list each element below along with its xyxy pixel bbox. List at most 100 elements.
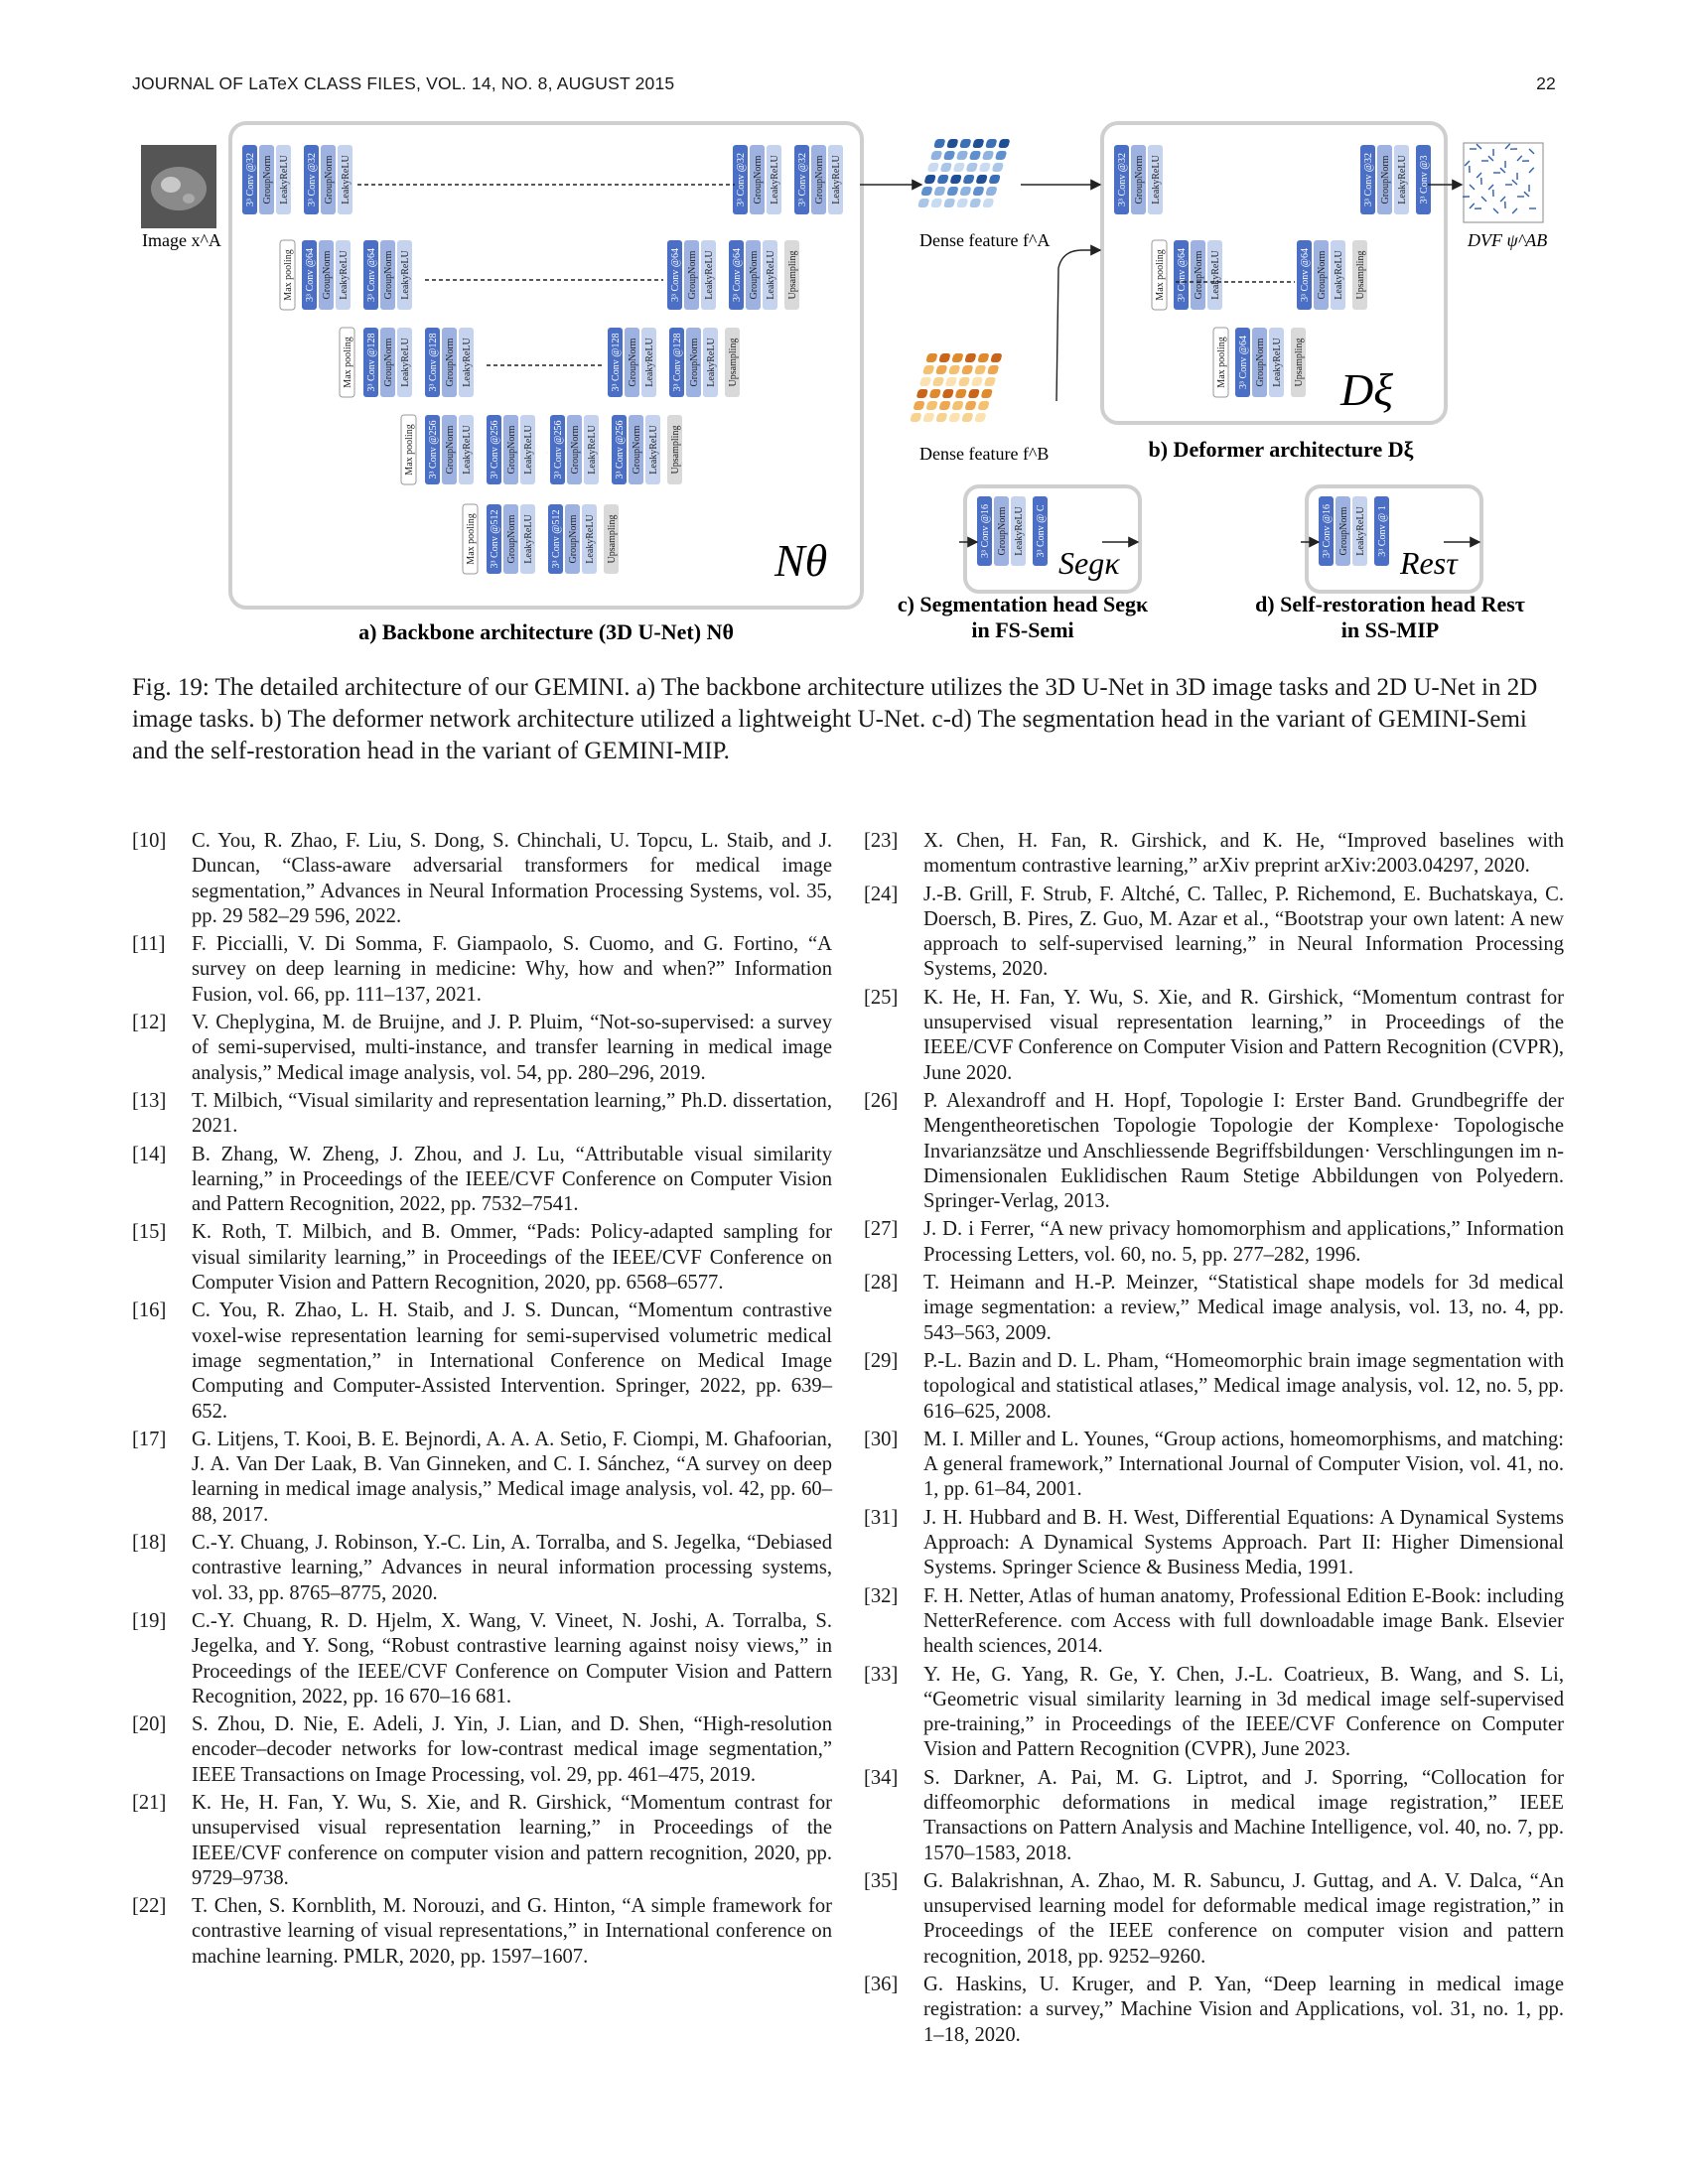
reference-item: [33] Y. He, G. Yang, R. Ge, Y. Chen, J.-L… <box>864 1663 1564 1763</box>
reference-item: [22] T. Chen, S. Kornblith, M. Norouzi, a… <box>132 1894 832 1970</box>
svg-text:LeakyReLU: LeakyReLU <box>831 155 842 205</box>
reference-number: [11] <box>132 933 166 956</box>
layer-block-gn: GroupNorm <box>380 240 395 310</box>
reference-item: [15] K. Roth, T. Milbich, and B. Ommer, “… <box>132 1220 832 1296</box>
reference-number: [36] <box>864 1974 899 1996</box>
svg-text:3³ Conv @256: 3³ Conv @256 <box>428 421 439 479</box>
layer-block-gn: GroupNorm <box>629 415 643 484</box>
layer-block-pool: Max pooling <box>339 327 355 398</box>
layer-block-gn: GroupNorm <box>625 328 639 397</box>
layer-block-conv: 3³ Conv @512 <box>548 504 563 574</box>
svg-text:GroupNorm: GroupNorm <box>1380 155 1391 204</box>
svg-text:Max pooling: Max pooling <box>343 337 353 387</box>
label-d-sub: in SS-MIP <box>1341 617 1439 642</box>
layer-block-relu: LeakyReLU <box>828 145 843 214</box>
layer-block-up: Upsampling <box>725 328 740 397</box>
reference-item: [20] S. Zhou, D. Nie, E. Adeli, J. Yin, J… <box>132 1712 832 1788</box>
layer-block-gn: GroupNorm <box>994 496 1009 566</box>
svg-text:GroupNorm: GroupNorm <box>749 250 760 299</box>
svg-text:3³ Conv @64: 3³ Conv @64 <box>366 248 377 302</box>
svg-text:3³ Conv @32: 3³ Conv @32 <box>797 153 808 206</box>
reference-number: [29] <box>864 1349 899 1372</box>
layer-block-gn: GroupNorm <box>319 240 334 310</box>
layer-block-conv: 3³ Conv @128 <box>363 328 378 397</box>
reference-number: [26] <box>864 1089 899 1112</box>
layer-block-gn: GroupNorm <box>503 504 518 574</box>
reference-number: [18] <box>132 1532 167 1555</box>
reference-item: [35] G. Balakrishnan, A. Zhao, M. R. Sabu… <box>864 1869 1564 1970</box>
layer-block-relu: LeakyReLU <box>701 240 716 310</box>
reference-text: P. Alexandroff and H. Hopf, Topologie I:… <box>923 1089 1564 1213</box>
layer-block-conv: 3³ Conv @256 <box>550 415 565 484</box>
svg-text:LeakyReLU: LeakyReLU <box>279 155 290 205</box>
layer-block-gn: GroupNorm <box>1377 145 1392 214</box>
svg-text:LeakyReLU: LeakyReLU <box>1151 155 1162 205</box>
reference-item: [26] P. Alexandroff and H. Hopf, Topologi… <box>864 1089 1564 1214</box>
reference-text: J. H. Hubbard and B. H. West, Differenti… <box>923 1506 1564 1579</box>
layer-block-conv: 3³ Conv @64 <box>729 240 744 310</box>
reference-number: [24] <box>864 883 899 905</box>
svg-text:3³ Conv @128: 3³ Conv @128 <box>672 334 683 392</box>
reference-number: [12] <box>132 1012 167 1034</box>
layer-block-pool: Max pooling <box>279 239 296 311</box>
label-a: a) Backbone architecture (3D U-Net) Nθ <box>358 619 734 644</box>
reference-item: [29] P.-L. Bazin and D. L. Pham, “Homeomo… <box>864 1349 1564 1425</box>
svg-text:Upsampling: Upsampling <box>787 251 798 300</box>
reference-text: X. Chen, H. Fan, R. Girshick, and K. He,… <box>923 830 1564 878</box>
layer-block-relu: LeakyReLU <box>1352 496 1367 566</box>
reference-number: [14] <box>132 1143 167 1165</box>
layer-block-conv: 3³ Conv @256 <box>425 415 440 484</box>
svg-text:3³ Conv @128: 3³ Conv @128 <box>611 334 622 392</box>
svg-text:Max pooling: Max pooling <box>1155 249 1166 300</box>
reference-item: [34] S. Darkner, A. Pai, M. G. Liptrot, a… <box>864 1766 1564 1866</box>
layer-block-gn: GroupNorm <box>1336 496 1350 566</box>
layer-block-gn: GroupNorm <box>746 240 761 310</box>
reference-text: K. He, H. Fan, Y. Wu, S. Xie, and R. Gir… <box>923 986 1564 1084</box>
reference-text: M. I. Miller and L. Younes, “Group actio… <box>923 1428 1564 1501</box>
svg-text:Max pooling: Max pooling <box>466 513 477 564</box>
layer-block-conv: 3³ Conv @64 <box>1235 328 1250 397</box>
layer-block-relu: LeakyReLU <box>276 145 291 214</box>
reference-item: [14] B. Zhang, W. Zheng, J. Zhou, and J. … <box>132 1143 832 1218</box>
reference-number: [32] <box>864 1584 899 1607</box>
layer-block-conv: 3³ Conv @16 <box>1319 496 1334 566</box>
svg-text:3³ Conv @32: 3³ Conv @32 <box>245 153 256 206</box>
svg-text:Max pooling: Max pooling <box>283 249 294 300</box>
svg-text:GroupNorm: GroupNorm <box>322 250 333 299</box>
layer-block-relu: LeakyReLU <box>459 328 474 397</box>
svg-text:GroupNorm: GroupNorm <box>1255 338 1266 386</box>
svg-text:3³ Conv @128: 3³ Conv @128 <box>366 334 377 392</box>
layer-block-conv: 3³ Conv @128 <box>669 328 684 397</box>
svg-text:GroupNorm: GroupNorm <box>262 155 273 204</box>
reference-text: V. Cheplygina, M. de Bruijne, and J. P. … <box>192 1012 832 1084</box>
layer-block-gn: GroupNorm <box>1191 240 1205 310</box>
layer-block-relu: LeakyReLU <box>338 145 352 214</box>
reference-item: [13] T. Milbich, “Visual similarity and r… <box>132 1089 832 1140</box>
reference-text: K. He, H. Fan, Y. Wu, S. Xie, and R. Gir… <box>192 1791 832 1889</box>
layer-block-relu: LeakyReLU <box>1011 496 1026 566</box>
label-d: d) Self-restoration head Resτ <box>1255 592 1525 616</box>
layer-block-conv: 3³ Conv @ 1 <box>1374 496 1389 566</box>
svg-text:LeakyReLU: LeakyReLU <box>523 425 534 475</box>
layer-block-gn: GroupNorm <box>750 145 765 214</box>
svg-text:3³ Conv @256: 3³ Conv @256 <box>553 421 564 479</box>
layer-block-conv: 3³ Conv @64 <box>302 240 317 310</box>
reference-number: [19] <box>132 1609 167 1632</box>
svg-text:LeakyReLU: LeakyReLU <box>1014 506 1025 556</box>
layer-block-pool: Max pooling <box>1212 327 1229 398</box>
reference-number: [35] <box>864 1869 899 1892</box>
layer-block-gn: GroupNorm <box>442 415 457 484</box>
reference-item: [24] J.-B. Grill, F. Strub, F. Altché, C.… <box>864 883 1564 983</box>
reference-text: T. Milbich, “Visual similarity and repre… <box>192 1089 832 1138</box>
reference-item: [25] K. He, H. Fan, Y. Wu, S. Xie, and R.… <box>864 986 1564 1086</box>
reference-number: [20] <box>132 1713 167 1736</box>
layer-block-gn: GroupNorm <box>567 415 582 484</box>
svg-text:GroupNorm: GroupNorm <box>1338 506 1349 555</box>
reference-text: J.-B. Grill, F. Strub, F. Altché, C. Tal… <box>923 883 1564 981</box>
dvf-grid <box>1463 142 1544 223</box>
reference-number: [15] <box>132 1221 167 1244</box>
reference-item: [36] G. Haskins, U. Kruger, and P. Yan, “… <box>864 1973 1564 2048</box>
svg-text:3³ Conv @512: 3³ Conv @512 <box>551 510 562 569</box>
layer-block-relu: LeakyReLU <box>459 415 474 484</box>
reference-number: [34] <box>864 1766 899 1789</box>
